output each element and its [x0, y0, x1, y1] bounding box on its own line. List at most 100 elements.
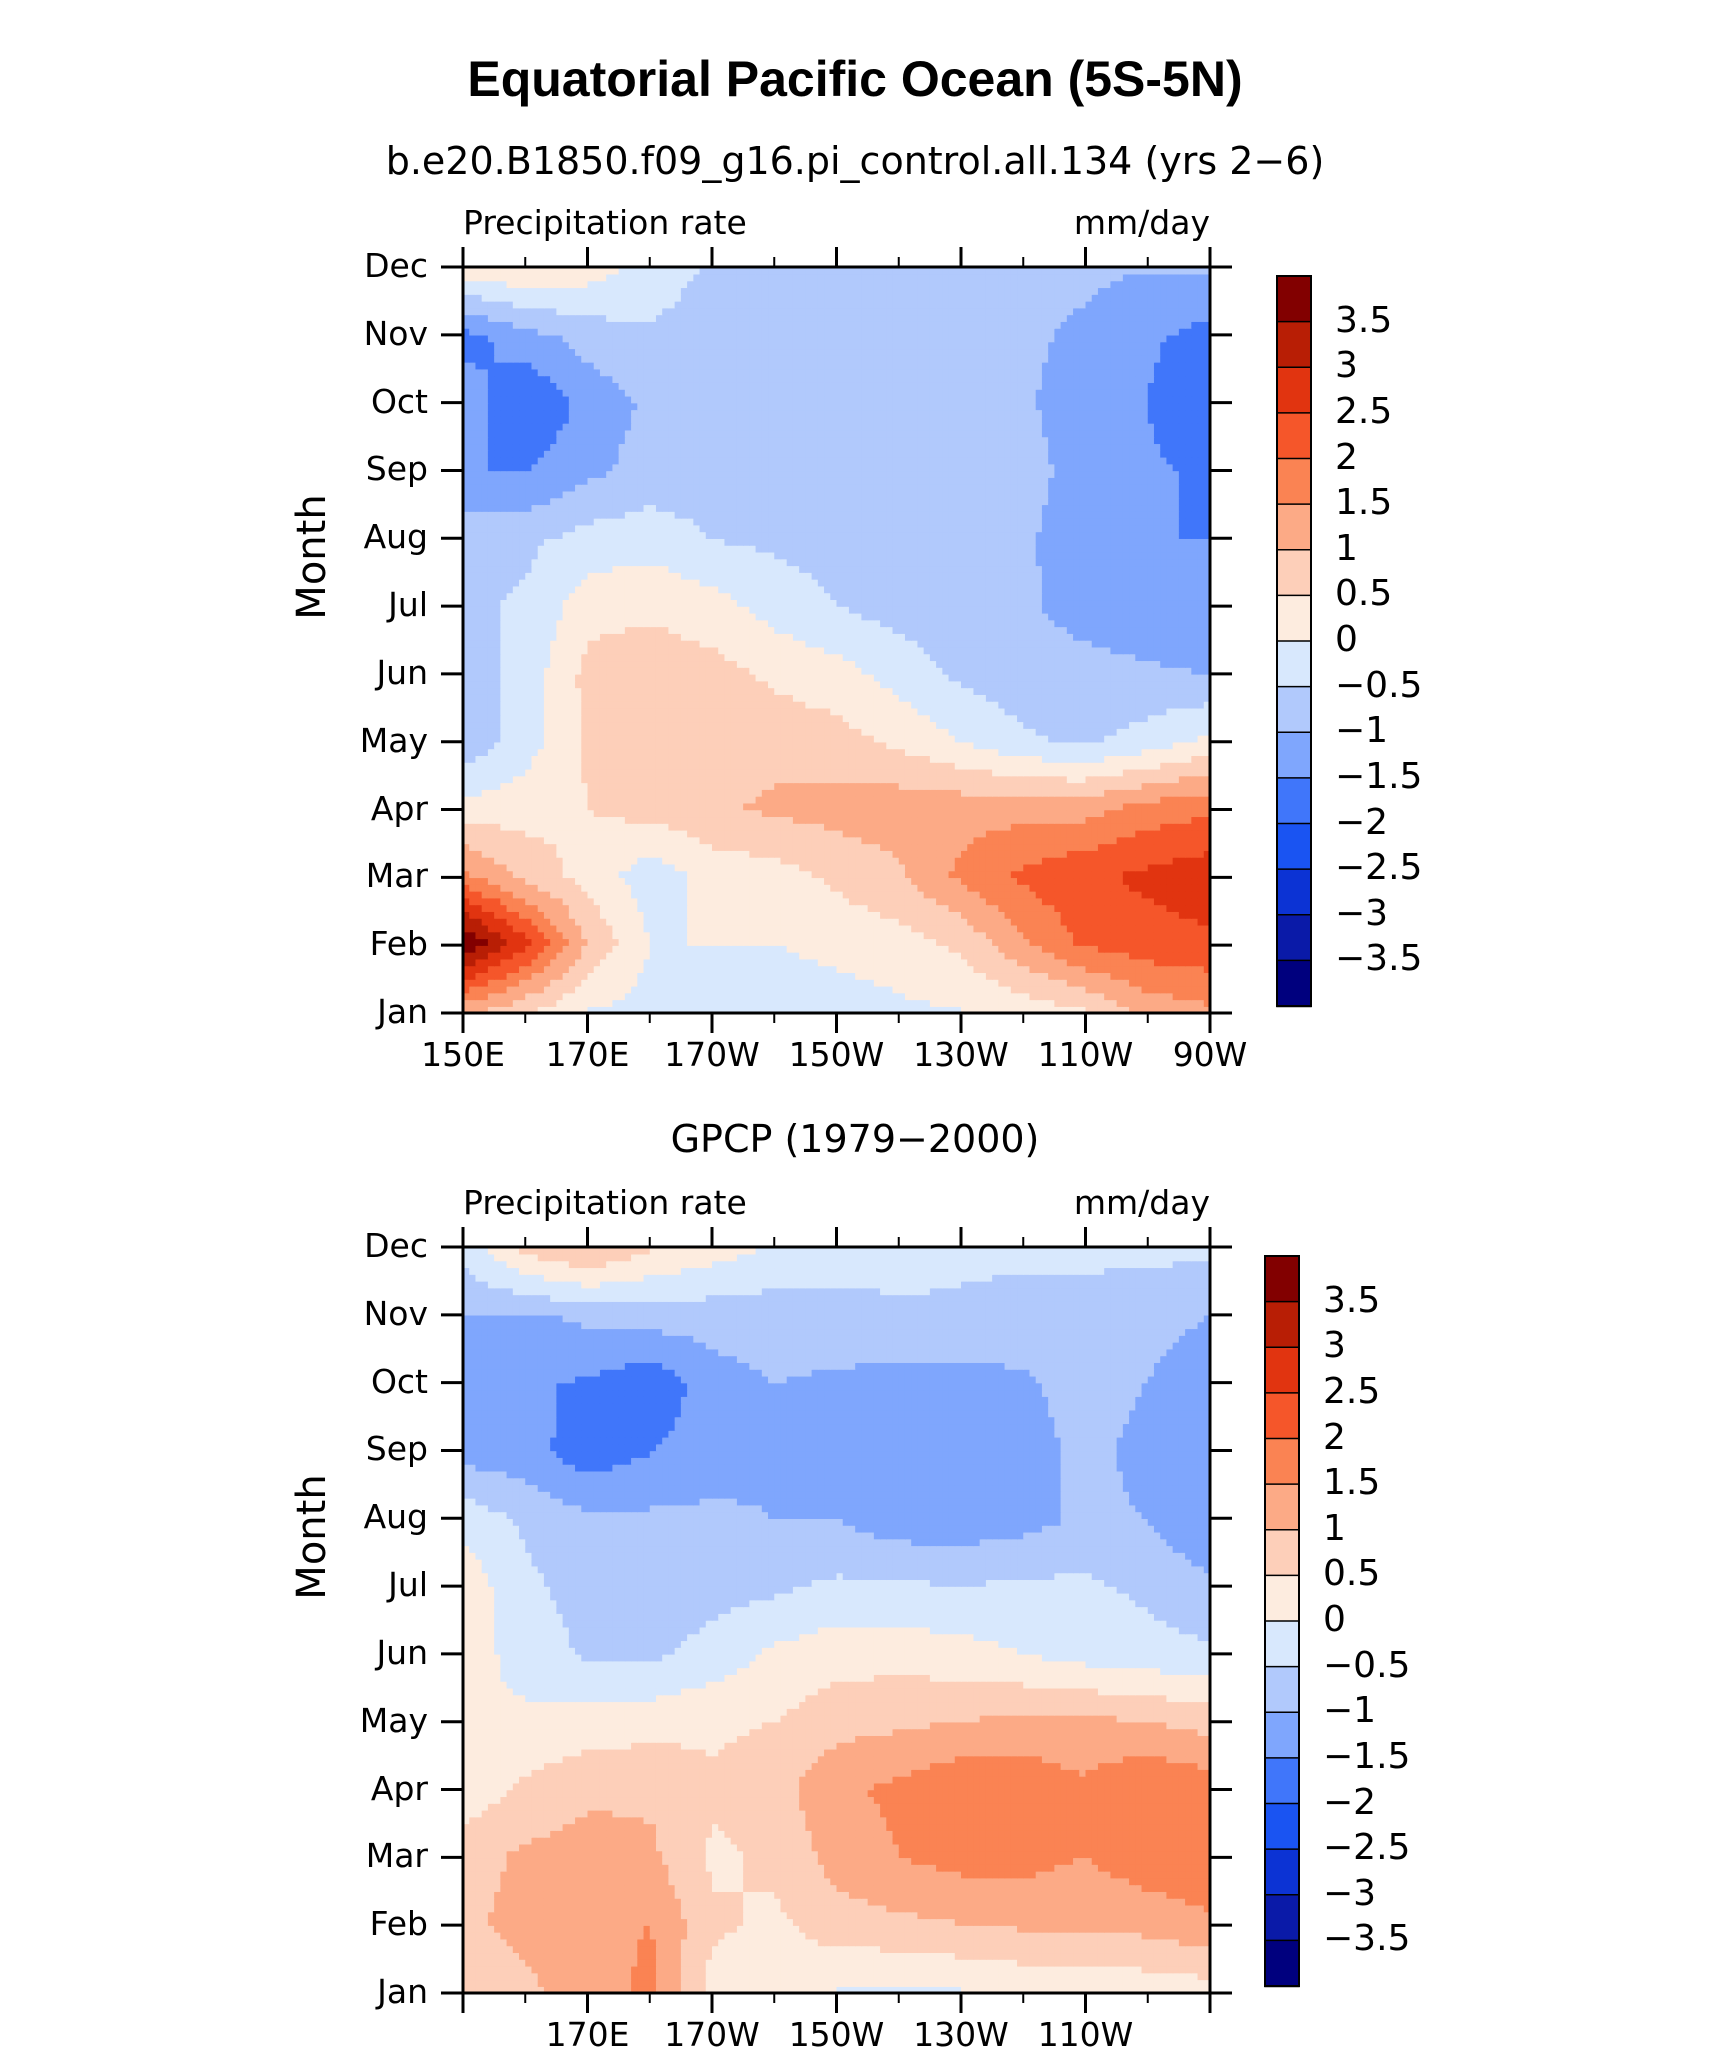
contour-cell [575, 734, 582, 743]
contour-cell [786, 748, 794, 756]
contour-cell [512, 809, 520, 818]
contour-cell [593, 1006, 601, 1013]
contour-cell [475, 768, 483, 777]
contour-cell [1060, 775, 1068, 784]
contour-cell [1191, 857, 1199, 865]
contour-cell [917, 836, 925, 845]
contour-cell [612, 884, 620, 892]
contour-cell [799, 748, 807, 756]
contour-cell [662, 999, 670, 1007]
contour-cell [911, 958, 919, 967]
contour-cell [873, 1006, 881, 1013]
contour-cell [755, 782, 763, 790]
contour-cell [525, 762, 533, 770]
contour-cell [568, 762, 576, 770]
contour-cell [612, 979, 620, 987]
contour-cell [898, 965, 906, 974]
contour-cell [693, 836, 701, 845]
contour-cell [556, 1006, 564, 1013]
contour-cell [581, 762, 589, 770]
contour-cell [631, 768, 638, 777]
contour-cell [911, 775, 919, 784]
contour-cell [593, 958, 601, 967]
contour-cell [1172, 877, 1180, 885]
contour-cell [1122, 829, 1130, 838]
contour-cell [475, 877, 483, 885]
contour-cell [848, 823, 856, 831]
contour-cell [954, 816, 962, 824]
contour-cell [680, 789, 688, 797]
contour-cell [1141, 911, 1149, 919]
contour-cell [755, 762, 763, 770]
contour-cell [1197, 755, 1205, 763]
contour-cell [973, 931, 981, 940]
contour-cell [512, 911, 520, 919]
contour-cell [637, 931, 645, 940]
contour-cell [724, 734, 732, 743]
contour-cell [494, 877, 502, 885]
contour-cell [1166, 823, 1174, 831]
contour-cell [712, 945, 719, 953]
contour-cell [1048, 979, 1056, 987]
contour-cell [1116, 809, 1124, 818]
contour-cell [867, 789, 875, 797]
contour-cell [1166, 1006, 1174, 1013]
contour-cell [768, 884, 775, 892]
contour-cell [612, 965, 620, 974]
contour-cell [1147, 870, 1155, 879]
contour-cell [1147, 897, 1155, 906]
contour-cell [469, 782, 477, 790]
contour-cell [836, 1006, 844, 1013]
contour-cell [649, 938, 657, 946]
contour-cell [954, 911, 962, 919]
contour-cell [1004, 816, 1012, 824]
contour-cell [961, 795, 968, 804]
contour-cell [674, 775, 682, 784]
contour-cell [1191, 951, 1199, 960]
contour-cell [506, 1006, 514, 1013]
contour-cell [1129, 884, 1136, 892]
contour-cell [1185, 958, 1193, 967]
contour-cell [1153, 843, 1161, 851]
contour-cell [512, 816, 520, 824]
contour-cell [568, 829, 576, 838]
contour-cell [1129, 762, 1136, 770]
contour-cell [587, 965, 595, 974]
contour-cell [531, 918, 539, 926]
contour-cell [774, 850, 782, 858]
contour-cell [811, 884, 819, 892]
contour-cell [736, 938, 744, 946]
contour-cell [1041, 965, 1049, 974]
contour-cell [649, 999, 657, 1007]
contour-cell [705, 870, 713, 879]
contour-cell [967, 924, 975, 933]
contour-cell [469, 904, 477, 912]
contour-cell [562, 999, 570, 1007]
contour-cell [693, 931, 701, 940]
contour-cell [755, 877, 763, 885]
contour-cell [1017, 918, 1024, 926]
contour-cell [1178, 768, 1186, 777]
contour-cell [1066, 829, 1074, 838]
contour-cell [1023, 836, 1031, 845]
contour-cell [886, 999, 894, 1007]
contour-cell [1054, 890, 1062, 899]
contour-cell [1054, 836, 1062, 845]
contour-cell [886, 768, 894, 777]
contour-cell [917, 918, 925, 926]
contour-cell [792, 965, 800, 974]
contour-cell [1060, 782, 1068, 790]
contour-cell [1035, 843, 1043, 851]
contour-cell [593, 999, 601, 1007]
contour-cell [948, 890, 956, 899]
contour-cell [1048, 748, 1056, 756]
contour-cell [948, 863, 956, 872]
contour-cell [967, 965, 975, 974]
contour-cell [855, 795, 863, 804]
contour-cell [1191, 945, 1199, 953]
contour-cell [475, 918, 483, 926]
contour-cell [1166, 857, 1174, 865]
contour-cell [817, 843, 825, 851]
contour-cell [755, 795, 763, 804]
contour-cell [979, 890, 987, 899]
